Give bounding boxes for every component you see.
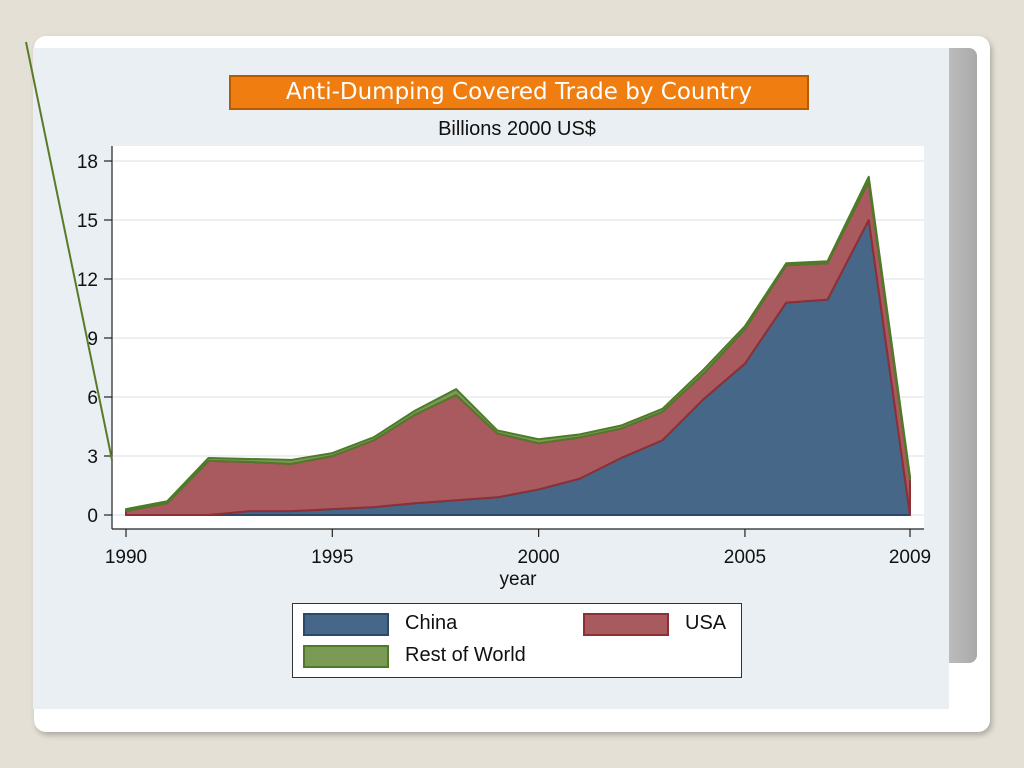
y-tick-label-0: 0 <box>87 506 98 527</box>
y-tick-label-3: 3 <box>87 447 98 468</box>
legend-swatch-china <box>303 613 389 636</box>
y-tick-label-18: 18 <box>77 152 98 173</box>
x-tick-label-2000: 2000 <box>517 547 559 568</box>
y-tick-label-12: 12 <box>77 270 98 291</box>
x-tick-label-1995: 1995 <box>311 547 353 568</box>
legend-label-rest-of-world: Rest of World <box>405 644 526 666</box>
x-tick-label-1990: 1990 <box>105 547 147 568</box>
legend-swatch-rest-of-world <box>303 645 389 668</box>
x-tick-label-2009: 2009 <box>889 547 931 568</box>
chart-title: Anti-Dumping Covered Trade by Country <box>229 75 809 110</box>
x-axis-label: year <box>500 569 538 590</box>
legend-swatch-usa <box>583 613 669 636</box>
y-tick-label-9: 9 <box>87 329 98 350</box>
legend-label-usa: USA <box>685 612 727 634</box>
x-tick-label-2005: 2005 <box>724 547 766 568</box>
chart-subtitle: Billions 2000 US$ <box>438 118 596 140</box>
legend: China USA Rest of World <box>292 603 742 678</box>
y-tick-label-6: 6 <box>87 388 98 409</box>
y-tick-label-15: 15 <box>77 211 98 232</box>
decorative-diagonal-line <box>25 41 113 461</box>
legend-label-china: China <box>405 612 458 634</box>
area-series-rest-of-world <box>125 175 911 513</box>
